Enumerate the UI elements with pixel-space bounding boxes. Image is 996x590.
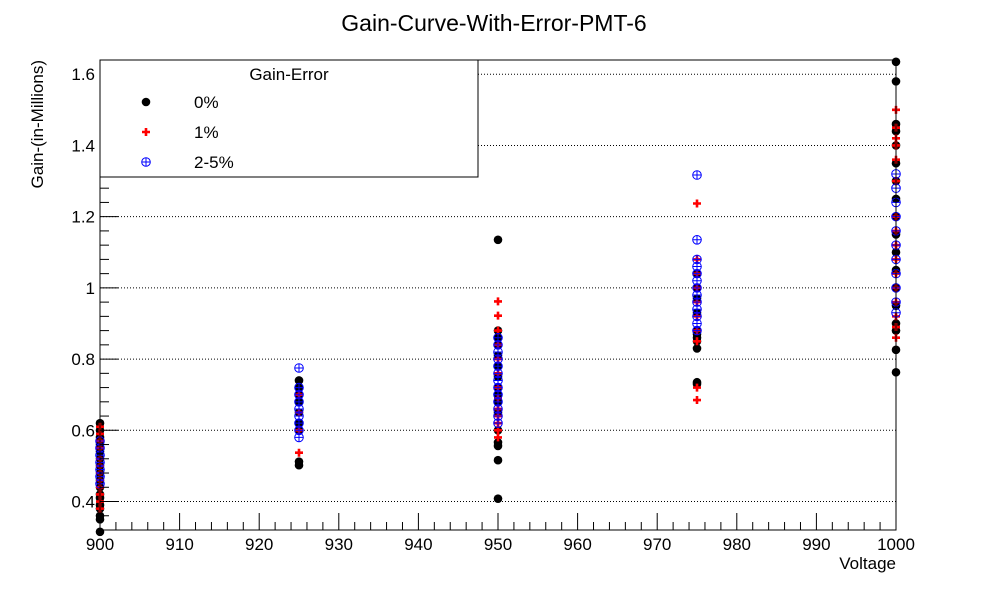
- data-point: [494, 311, 502, 320]
- x-tick-label: 950: [484, 535, 512, 554]
- data-point: [692, 377, 702, 387]
- x-tick-label: 910: [165, 535, 193, 554]
- data-point: [294, 382, 304, 393]
- x-tick-label: 900: [86, 535, 114, 554]
- y-tick-label: 0.6: [71, 421, 95, 440]
- data-point: [294, 376, 304, 385]
- data-point: [693, 383, 701, 392]
- data-point: [693, 199, 701, 208]
- legend-entries: 0% 1% 2-5%: [141, 93, 234, 172]
- data-point: [493, 494, 503, 503]
- y-tick-label: 1.4: [71, 136, 95, 155]
- data-point: [294, 363, 304, 373]
- x-tick-label: 940: [404, 535, 432, 554]
- legend-marker: [142, 128, 150, 136]
- x-tick-label: 960: [563, 535, 591, 554]
- data-point: [693, 396, 701, 405]
- chart-title: Gain-Curve-With-Error-PMT-6: [341, 10, 646, 36]
- legend-title: Gain-Error: [249, 65, 329, 84]
- legend-label: 1%: [194, 123, 219, 142]
- data-point: [692, 254, 702, 265]
- y-tick-label: 1.2: [71, 208, 95, 227]
- data-point: [493, 332, 503, 343]
- legend-box: [99, 59, 479, 178]
- x-tick-label: 970: [643, 535, 671, 554]
- legend-marker: [141, 157, 151, 167]
- legend-label: 2-5%: [194, 153, 234, 172]
- data-point: [494, 297, 502, 306]
- data-point: [494, 433, 502, 442]
- data-point: [693, 337, 701, 346]
- data-point: [493, 438, 503, 447]
- data-point: [692, 344, 702, 353]
- x-tick-label: 1000: [877, 535, 915, 554]
- x-axis-title: Voltage: [839, 554, 896, 573]
- y-axis-title: Gain-(in-Millions): [28, 60, 47, 188]
- y-tick-label: 0.4: [71, 493, 95, 512]
- x-tick-label: 920: [245, 535, 273, 554]
- legend-marker: [141, 97, 151, 107]
- data-point: [493, 455, 503, 465]
- data-point: [692, 170, 702, 180]
- y-tick-label: 1: [86, 279, 95, 298]
- data-point: [493, 235, 503, 245]
- legend: Gain-Error 0% 1% 2-5%: [99, 59, 479, 178]
- y-tick-label: 0.8: [71, 350, 95, 369]
- x-tick-label: 980: [723, 535, 751, 554]
- x-axis: 900 910 920 930 940 950 960 970 980 990 1000: [86, 513, 915, 554]
- legend-label: 0%: [194, 93, 219, 112]
- y-axis: 0.4 0.6 0.8 1 1.2 1.4 1.6: [71, 59, 118, 531]
- x-tick-label: 930: [325, 535, 353, 554]
- x-tick-label: 990: [802, 535, 830, 554]
- data-point: [295, 448, 303, 457]
- y-tick-label: 1.6: [71, 65, 95, 84]
- data-point: [294, 457, 304, 466]
- data-point: [692, 235, 702, 245]
